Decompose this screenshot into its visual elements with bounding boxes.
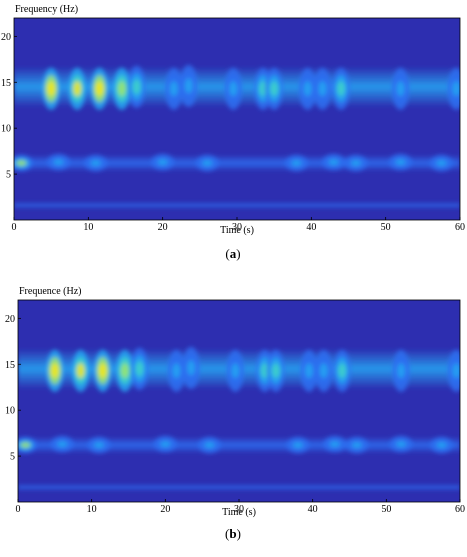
energy-hotspot [258, 81, 268, 97]
plot-background [18, 300, 460, 502]
y-tick-label: 10 [1, 124, 11, 135]
spectrogram-a-svg: 0 10 20 30 40 50 60 5 10 15 20 Frequency (Hz) Time (… [1, 4, 465, 236]
energy-hotspot [231, 363, 240, 379]
energy-hotspot [50, 363, 59, 379]
energy-hotspot [304, 363, 314, 379]
energy-hotspot [351, 442, 362, 448]
energy-hotspot [157, 159, 168, 166]
x-tick-label: 50 [381, 504, 391, 515]
energy-hotspot [117, 81, 126, 97]
x-tick-label: 40 [308, 504, 318, 515]
y-tick-label: 5 [6, 170, 11, 181]
energy-hotspot [90, 160, 101, 166]
energy-hotspot [291, 160, 302, 166]
energy-hotspot [95, 81, 104, 97]
energy-hotspot [172, 363, 181, 379]
energy-hotspot [292, 442, 304, 448]
energy-hotspot [187, 360, 196, 376]
energy-hotspot [260, 363, 269, 379]
energy-hotspot [202, 160, 213, 166]
energy-hotspot [132, 79, 141, 95]
energy-hotspot [98, 363, 107, 379]
x-axis-title: Time (s) [220, 225, 254, 236]
energy-hotspot [73, 81, 82, 97]
spectrogram-panel-a: 0 10 20 30 40 50 60 5 10 15 20 Frequency (Hz) Time (… [0, 0, 467, 275]
energy-hotspot [328, 159, 339, 166]
energy-hotspot [270, 81, 279, 97]
energy-hotspot [395, 441, 407, 448]
x-tick-label: 10 [83, 222, 93, 233]
energy-hotspot [47, 81, 56, 97]
energy-hotspot [229, 81, 238, 97]
caption-b: (b) [225, 526, 241, 541]
energy-hotspot [318, 81, 327, 97]
energy-hotspot [120, 363, 129, 379]
x-tick-label: 20 [160, 504, 170, 515]
energy-hotspot [350, 160, 362, 166]
x-tick-label: 30 [234, 504, 244, 515]
y-axis-title: Frequence (Hz) [19, 286, 81, 297]
x-tick-label: 20 [158, 222, 168, 233]
energy-hotspot [184, 78, 193, 94]
x-tick-label: 40 [306, 222, 316, 233]
energy-hotspot [76, 363, 85, 379]
energy-hotspot [336, 81, 346, 97]
energy-hotspot [93, 442, 105, 448]
energy-hotspot [303, 81, 312, 97]
y-tick-label: 10 [5, 406, 15, 417]
energy-hotspot [135, 361, 144, 377]
energy-hotspot [436, 442, 447, 448]
x-tick-label: 60 [455, 222, 465, 233]
y-tick-label: 5 [10, 452, 15, 463]
energy-hotspot [338, 363, 347, 379]
frequency-band [14, 202, 460, 209]
energy-hotspot [436, 160, 447, 166]
caption-a: (a) [225, 246, 241, 261]
energy-hotspot [169, 81, 178, 97]
y-tick-label: 15 [5, 360, 15, 371]
y-tick-label: 20 [1, 32, 11, 43]
energy-hotspot [319, 363, 328, 379]
energy-hotspot [160, 441, 171, 448]
energy-hotspot [53, 159, 64, 166]
x-tick-label: 50 [381, 222, 391, 233]
energy-hotspot [395, 159, 406, 166]
x-tick-label: 60 [455, 504, 465, 515]
y-axis-title: Frequency (Hz) [15, 4, 78, 15]
x-tick-label: 10 [87, 504, 97, 515]
spectrogram-panel-b: 0 10 20 30 40 50 60 5 10 15 20 Frequence (Hz) Time (… [0, 282, 467, 557]
energy-hotspot [57, 441, 68, 448]
energy-hotspot [452, 363, 460, 379]
energy-hotspot [16, 160, 27, 166]
energy-hotspot [329, 441, 340, 448]
spectrogram-plot-area [14, 18, 460, 220]
y-tick-label: 20 [5, 314, 15, 325]
energy-hotspot [396, 363, 406, 379]
energy-hotspot [452, 81, 460, 97]
energy-hotspot [271, 363, 280, 379]
spectrogram-b-svg: 0 10 20 30 40 50 60 5 10 15 20 Frequence (Hz) Time (… [5, 286, 465, 518]
x-tick-label: 0 [16, 504, 21, 515]
energy-hotspot [396, 81, 405, 97]
x-axis-title: Time (s) [222, 507, 256, 518]
energy-hotspot [204, 442, 215, 448]
energy-hotspot [20, 442, 31, 448]
plot-background [14, 18, 460, 220]
spectrogram-plot-area [18, 300, 460, 502]
y-tick-label: 15 [1, 78, 11, 89]
x-tick-label: 30 [232, 222, 242, 233]
frequency-band [18, 484, 460, 491]
x-tick-label: 0 [12, 222, 17, 233]
